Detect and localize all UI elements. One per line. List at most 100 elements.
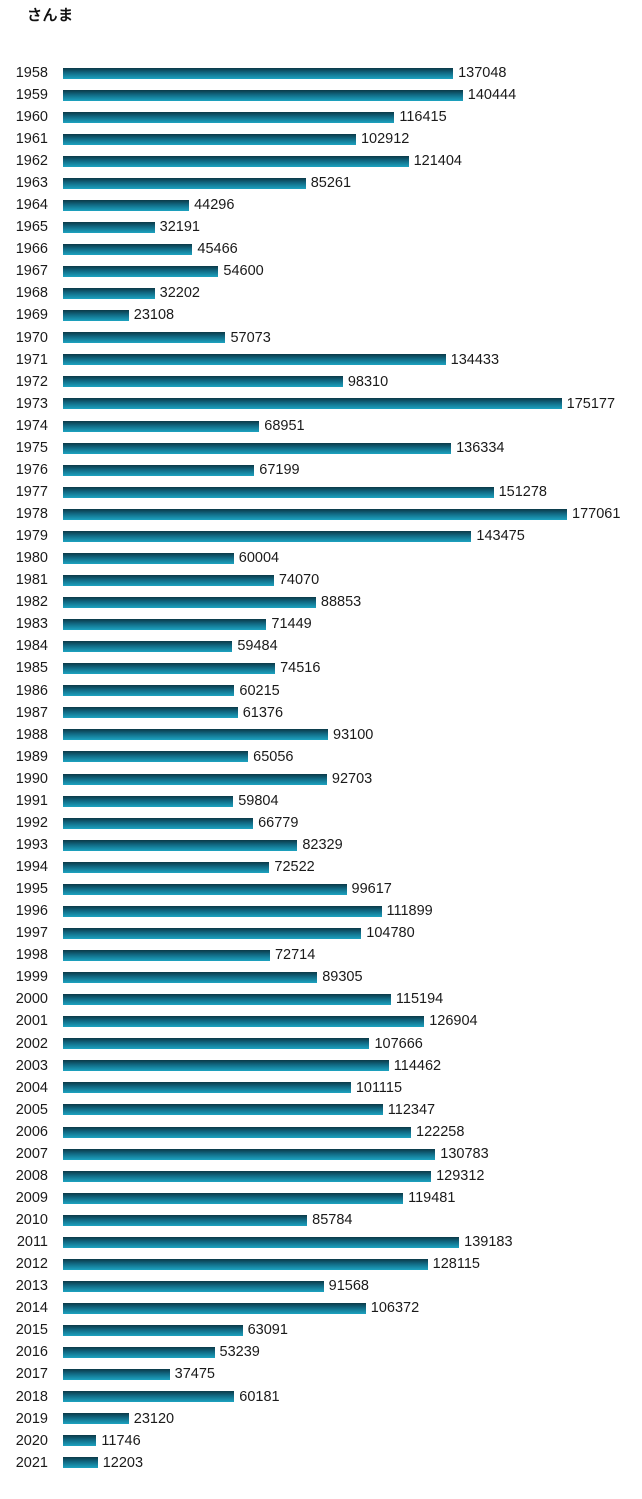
- bar: [63, 1369, 170, 1381]
- bar: [63, 1148, 436, 1160]
- year-label: 1961: [15, 130, 48, 147]
- bar-track: 44296: [63, 198, 642, 213]
- year-label: 2010: [15, 1212, 48, 1229]
- year-label: 1971: [15, 351, 48, 368]
- bar: [63, 420, 260, 432]
- bar-track: 126904: [63, 1014, 642, 1029]
- chart-row: 1978 177061: [0, 503, 642, 525]
- chart-row: 1984 59484: [0, 636, 642, 658]
- value-label: 60004: [238, 550, 280, 567]
- value-label: 139183: [464, 1234, 513, 1251]
- value-label: 115194: [395, 991, 444, 1008]
- value-label: 151278: [498, 483, 547, 500]
- bar: [63, 950, 270, 962]
- value-label: 121404: [413, 153, 462, 170]
- bar-track: 121404: [63, 154, 642, 169]
- chart-row: 1979 143475: [0, 525, 642, 547]
- year-label: 2000: [15, 991, 48, 1008]
- year-label: 1982: [15, 594, 48, 611]
- bar: [63, 1126, 411, 1138]
- year-label: 1977: [15, 483, 48, 500]
- year-label: 1970: [15, 329, 48, 346]
- bar: [63, 641, 233, 653]
- chart-row: 1959 140444: [0, 84, 642, 106]
- value-label: 106372: [370, 1300, 420, 1317]
- bar-track: 60004: [63, 551, 642, 566]
- bar: [63, 1082, 351, 1094]
- year-label: 1987: [15, 704, 48, 721]
- chart-row: 2010 85784: [0, 1209, 642, 1231]
- bar: [63, 1325, 243, 1337]
- value-label: 12203: [102, 1454, 144, 1471]
- bar-track: 59484: [63, 639, 642, 654]
- bar: [63, 839, 298, 851]
- chart-row: 1983 71449: [0, 614, 642, 636]
- chart-row: 2005 112347: [0, 1099, 642, 1121]
- value-label: 89305: [322, 969, 363, 986]
- chart-row: 2008 129312: [0, 1165, 642, 1187]
- year-label: 2003: [15, 1057, 48, 1074]
- bar-track: 130783: [63, 1147, 642, 1162]
- value-label: 60181: [239, 1388, 280, 1405]
- year-label: 1972: [15, 373, 48, 390]
- bar-track: 107666: [63, 1037, 642, 1052]
- year-label: 1958: [15, 64, 48, 81]
- year-label: 1966: [15, 241, 48, 258]
- year-label: 1990: [15, 770, 48, 787]
- year-label: 1981: [15, 572, 48, 589]
- value-label: 54600: [223, 263, 264, 280]
- bar-track: 99617: [63, 882, 642, 897]
- year-label: 1998: [15, 947, 48, 964]
- chart-row: 2004 101115: [0, 1077, 642, 1099]
- bar-track: 102912: [63, 132, 642, 147]
- chart-row: 1976 67199: [0, 459, 642, 481]
- year-label: 1975: [15, 439, 48, 456]
- bar: [63, 508, 567, 520]
- chart-row: 1998 72714: [0, 945, 642, 967]
- bar: [63, 244, 193, 256]
- bar-track: 11746: [63, 1434, 642, 1449]
- chart-row: 2009 119481: [0, 1187, 642, 1209]
- chart-row: 2016 53239: [0, 1342, 642, 1364]
- bar: [63, 552, 234, 564]
- year-label: 2012: [15, 1256, 48, 1273]
- year-label: 2006: [15, 1123, 48, 1140]
- value-label: 65056: [253, 748, 294, 765]
- year-label: 2005: [15, 1101, 48, 1118]
- bar: [63, 1060, 389, 1072]
- value-label: 130783: [440, 1145, 489, 1162]
- chart-row: 1994 72522: [0, 856, 642, 878]
- bar: [63, 574, 274, 586]
- bar: [63, 398, 562, 410]
- bar-track: 66779: [63, 816, 642, 831]
- value-label: 67199: [259, 461, 300, 478]
- bar-track: 71449: [63, 617, 642, 632]
- value-label: 71449: [271, 616, 312, 633]
- chart-row: 1973 175177: [0, 393, 642, 415]
- bar-track: 104780: [63, 926, 642, 941]
- bar: [63, 67, 454, 79]
- value-label: 102912: [360, 130, 410, 147]
- bar-track: 89305: [63, 970, 642, 985]
- value-label: 37475: [174, 1366, 215, 1383]
- bar-track: 74516: [63, 661, 642, 676]
- value-label: 126904: [429, 1013, 478, 1030]
- bar: [63, 354, 446, 366]
- bar: [63, 1347, 215, 1359]
- bar-track: 93100: [63, 728, 642, 743]
- bar-track: 119481: [63, 1191, 642, 1206]
- bar-track: 23120: [63, 1412, 642, 1427]
- chart-row: 1987 61376: [0, 702, 642, 724]
- bar: [63, 795, 234, 807]
- year-label: 1962: [15, 153, 48, 170]
- chart-row: 1997 104780: [0, 922, 642, 944]
- value-label: 143475: [476, 528, 525, 545]
- bar-track: 115194: [63, 992, 642, 1007]
- value-label: 175177: [566, 395, 616, 412]
- chart-row: 1963 85261: [0, 172, 642, 194]
- value-label: 44296: [194, 197, 235, 214]
- bar-chart-rows: 1958 137048 1959 140444 1960 116415 1961…: [0, 62, 642, 1474]
- value-label: 112347: [387, 1101, 436, 1118]
- year-label: 1976: [15, 461, 48, 478]
